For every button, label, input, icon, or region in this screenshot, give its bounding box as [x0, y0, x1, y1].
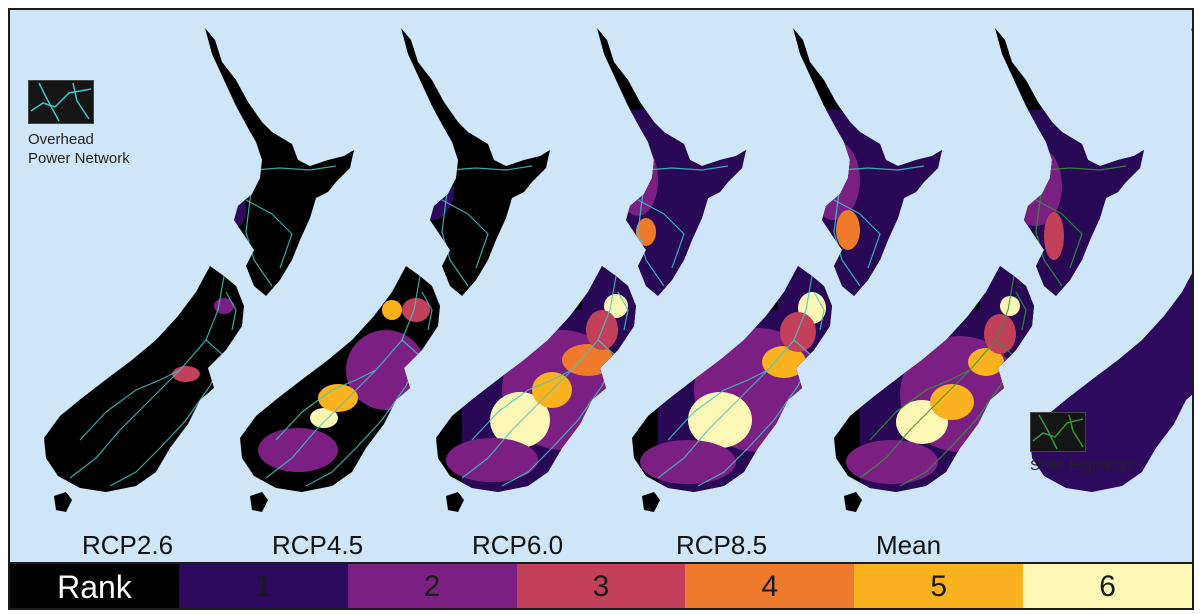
power-network-swatch-icon	[28, 80, 94, 124]
scenario-label-rcp60: RCP6.0	[472, 530, 564, 560]
power-line	[461, 275, 617, 479]
scenario-label-rcp45: RCP4.5	[272, 530, 364, 560]
map-panel-area: Overhead Power Network State Highways RC…	[10, 10, 1192, 562]
power-line	[225, 291, 237, 331]
heat-region	[382, 300, 402, 320]
heat-region	[762, 346, 806, 378]
heat-region	[402, 298, 430, 322]
power-line	[265, 275, 421, 479]
highways-legend-label: State Highways	[1030, 457, 1135, 474]
highway-line	[1035, 199, 1083, 269]
power-network-line1: Overhead	[28, 131, 94, 148]
heat-region	[640, 440, 736, 484]
power-line	[69, 275, 225, 479]
power-line	[841, 165, 925, 171]
power-line	[645, 165, 729, 171]
north-base-fill	[582, 110, 746, 310]
rank-swatch-1: 1	[178, 564, 348, 608]
highway-line	[1015, 291, 1027, 331]
scenario-label-rcp26: RCP2.6	[82, 530, 174, 560]
heat-region	[410, 160, 454, 220]
power-line	[449, 165, 533, 171]
highway-line	[859, 275, 1015, 479]
power-line	[275, 369, 377, 441]
heat-region	[688, 392, 752, 448]
heat-region	[318, 384, 358, 412]
heat-region	[930, 384, 974, 420]
heat-region	[1000, 296, 1020, 316]
scenario-label-mean: Mean	[876, 530, 942, 560]
rank-swatch-5: 5	[854, 564, 1024, 608]
power-line	[813, 291, 825, 331]
north-base-fill	[778, 110, 942, 310]
heat-region	[1044, 212, 1064, 260]
power-network-legend-label: Overhead Power Network	[28, 130, 130, 168]
rank-swatch-3: 3	[516, 564, 686, 608]
heat-region	[258, 428, 338, 472]
heat-region	[218, 190, 246, 230]
highway-line	[1043, 165, 1127, 171]
power-line	[441, 199, 489, 269]
rank-colorbar: Rank 1 2 3 4 5 6	[10, 562, 1192, 608]
power-line	[833, 199, 881, 269]
power-line	[245, 199, 293, 269]
rank-title: Rank	[10, 564, 179, 608]
heat-region	[490, 392, 550, 448]
heat-region	[780, 312, 816, 352]
north-base-fill	[980, 110, 1144, 310]
power-line	[667, 369, 769, 441]
heat-region	[808, 126, 836, 154]
rank-swatch-2: 2	[347, 564, 517, 608]
heat-region	[346, 330, 426, 410]
heat-region	[636, 218, 656, 246]
power-line	[79, 369, 181, 441]
heat-region	[808, 140, 860, 220]
power-network-line2: Power Network	[28, 150, 130, 167]
heat-region	[618, 144, 658, 216]
power-line	[637, 199, 685, 269]
scenario-label-rcp85: RCP8.5	[676, 530, 768, 560]
figure-frame: Overhead Power Network State Highways RC…	[8, 8, 1194, 610]
heat-region	[836, 210, 860, 250]
heat-region	[968, 348, 1004, 376]
highway-swatch-icon	[1030, 412, 1086, 452]
heat-region	[446, 438, 538, 482]
nz-maps-svg	[44, 28, 1192, 512]
heat-region	[310, 408, 338, 428]
rank-swatch-4: 4	[685, 564, 855, 608]
power-line	[617, 291, 629, 331]
power-line	[421, 291, 433, 331]
rank-swatch-6: 6	[1023, 564, 1192, 608]
power-line	[657, 275, 813, 479]
power-line	[253, 165, 337, 171]
power-line	[471, 369, 573, 441]
highway-line	[869, 369, 971, 441]
heat-region	[846, 440, 938, 484]
